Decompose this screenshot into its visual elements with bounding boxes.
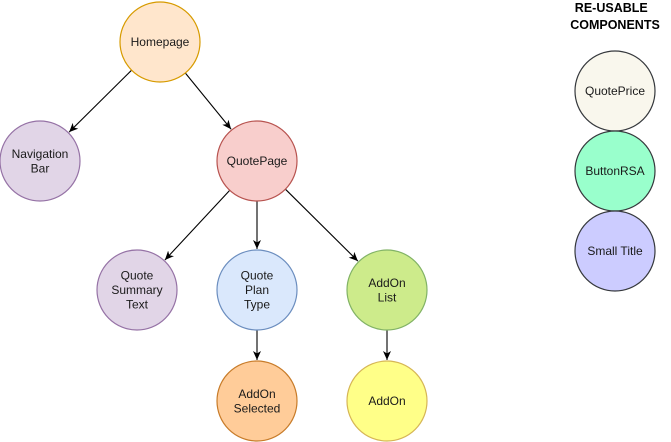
node-label-line: Summary — [111, 283, 162, 297]
node-circle — [0, 120, 81, 202]
node-label-line: Small Title — [587, 244, 643, 258]
node-label-line: List — [378, 290, 397, 304]
edge-quotepage-to-addon-list — [285, 188, 359, 262]
node-quoteprice: QuotePrice — [574, 50, 656, 132]
edge-quotepage-to-quote-summary-text — [164, 189, 231, 261]
node-circle — [346, 360, 428, 442]
node-quotepage: QuotePage — [216, 120, 298, 202]
node-label: AddOn List — [368, 276, 405, 305]
heading-line: COMPONENTS — [570, 18, 660, 32]
node-label-line: QuotePage — [227, 154, 288, 168]
node-label-line: Navigation — [12, 147, 69, 161]
node-addon: AddOn — [346, 360, 428, 442]
node-addon-selected: AddOn Selected — [216, 360, 298, 442]
node-addon-list: AddOn List — [346, 249, 428, 331]
node-label: Navigation Bar — [12, 147, 69, 176]
node-label-line: Selected — [234, 401, 281, 415]
node-quote-summary-text: Quote Summary Text — [96, 249, 178, 331]
node-label: Homepage — [131, 35, 190, 49]
node-circle — [119, 1, 201, 83]
edges — [68, 69, 391, 360]
node-label-line: Type — [244, 298, 270, 312]
node-circle — [216, 360, 298, 442]
node-small-title: Small Title — [574, 210, 656, 292]
node-label-line: Quote — [241, 269, 274, 283]
node-label: Quote Summary Text — [111, 269, 162, 312]
node-circle — [346, 249, 428, 331]
node-label: Small Title — [587, 244, 643, 258]
node-label-line: Bar — [31, 161, 50, 175]
node-label-line: Homepage — [131, 35, 190, 49]
node-label-line: ButtonRSA — [585, 164, 644, 178]
node-label: AddOn — [368, 394, 405, 408]
node-label: QuotePrice — [585, 84, 645, 98]
node-homepage: Homepage — [119, 1, 201, 83]
reusable-components-heading: RE-USABLE COMPONENTS — [570, 1, 660, 32]
node-label: ButtonRSA — [585, 164, 644, 178]
node-label-line: Plan — [245, 283, 269, 297]
node-label: Quote Plan Type — [241, 269, 274, 312]
node-quote-plan-type: Quote Plan Type — [216, 249, 298, 331]
node-label-line: Text — [126, 298, 149, 312]
node-label: AddOn Selected — [234, 387, 281, 416]
node-circle — [96, 249, 178, 331]
node-circle — [574, 210, 656, 292]
edge-homepage-to-navigation-bar — [68, 69, 132, 133]
node-circle — [216, 249, 298, 331]
heading-line: RE-USABLE — [575, 1, 648, 15]
node-label-line: QuotePrice — [585, 84, 645, 98]
node-label-line: AddOn — [238, 387, 275, 401]
node-buttonrsa: ButtonRSA — [574, 130, 656, 212]
node-navigation-bar: Navigation Bar — [0, 120, 81, 202]
node-label-line: AddOn — [368, 276, 405, 290]
node-label-line: AddOn — [368, 394, 405, 408]
node-label-line: Quote — [121, 269, 154, 283]
node-circle — [216, 120, 298, 202]
node-label: QuotePage — [227, 154, 288, 168]
edge-homepage-to-quotepage — [184, 72, 232, 130]
